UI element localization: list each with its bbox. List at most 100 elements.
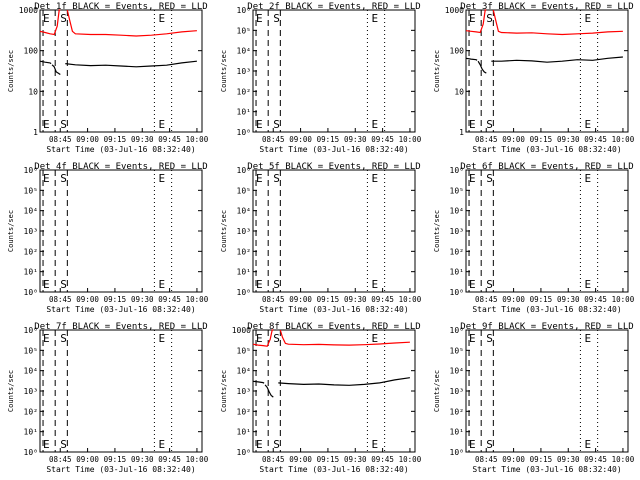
x-tick-label: 10:00 bbox=[186, 295, 209, 304]
x-axis-label: Start Time (03-Jul-16 08:32:40) bbox=[259, 465, 408, 474]
x-tick-label: 10:00 bbox=[612, 295, 635, 304]
marker-label-top: S bbox=[273, 12, 280, 25]
x-tick-label: 09:45 bbox=[584, 455, 607, 464]
series-line-lld bbox=[39, 9, 61, 36]
detector-panel-6: Det 6f BLACK = Events, RED = LLD 10⁰ 10¹ 10… bbox=[433, 162, 635, 314]
x-axis-label: Start Time (03-Jul-16 08:32:40) bbox=[259, 145, 408, 154]
y-tick-label: 10³ bbox=[237, 67, 251, 76]
x-tick-label: 09:30 bbox=[131, 455, 154, 464]
series-line-events bbox=[252, 380, 265, 384]
marker-label-top: S bbox=[486, 332, 493, 345]
marker-label-bottom: S bbox=[273, 118, 280, 131]
x-tick-label: 09:30 bbox=[131, 135, 154, 144]
marker-label-bottom: E bbox=[43, 118, 50, 131]
detector-panel-9: Det 9f BLACK = Events, RED = LLD 10⁰ 10¹ 10… bbox=[433, 322, 635, 474]
x-tick-label: 09:00 bbox=[76, 455, 99, 464]
marker-label-top: E bbox=[371, 12, 378, 25]
x-tick-label: 09:15 bbox=[530, 135, 553, 144]
marker-label-bottom: E bbox=[158, 438, 165, 451]
y-axis-label: Counts/sec bbox=[220, 50, 228, 92]
x-tick-label: 09:00 bbox=[289, 295, 312, 304]
marker-label-top: E bbox=[371, 332, 378, 345]
marker-label-bottom: S bbox=[486, 438, 493, 451]
y-tick-label: 10 bbox=[454, 87, 464, 96]
detector-panel-3: Det 3f BLACK = Events, RED = LLD 1 10 100 10… bbox=[433, 2, 635, 154]
x-tick-label: 09:00 bbox=[502, 455, 525, 464]
chart-title: Det 4f BLACK = Events, RED = LLD bbox=[34, 162, 207, 172]
y-axis-label: Counts/sec bbox=[433, 50, 441, 92]
x-tick-label: 08:45 bbox=[475, 295, 498, 304]
marker-label-top: S bbox=[60, 12, 67, 25]
marker-label-bottom: E bbox=[371, 118, 378, 131]
x-tick-label: 09:45 bbox=[584, 135, 607, 144]
y-axis-label: Counts/sec bbox=[220, 370, 228, 412]
marker-label-top: E bbox=[469, 12, 476, 25]
chart-title: Det 2f BLACK = Events, RED = LLD bbox=[247, 2, 420, 12]
series-line-lld bbox=[279, 329, 410, 346]
marker-label-top: E bbox=[158, 172, 165, 185]
y-tick-label: 10³ bbox=[237, 387, 251, 396]
x-axis-label: Start Time (03-Jul-16 08:32:40) bbox=[472, 305, 621, 314]
x-tick-label: 09:30 bbox=[344, 455, 367, 464]
chart-title: Det 9f BLACK = Events, RED = LLD bbox=[460, 322, 633, 332]
marker-label-bottom: E bbox=[371, 278, 378, 291]
x-tick-label: 09:45 bbox=[158, 135, 181, 144]
x-tick-label: 08:45 bbox=[262, 455, 285, 464]
marker-label-top: E bbox=[43, 172, 50, 185]
y-tick-label: 10² bbox=[237, 407, 251, 416]
detector-panel-4: Det 4f BLACK = Events, RED = LLD 10⁰ 10¹ 10… bbox=[7, 162, 209, 314]
y-tick-label: 10⁴ bbox=[237, 47, 251, 56]
x-tick-label: 09:30 bbox=[557, 455, 580, 464]
chart-title: Det 5f BLACK = Events, RED = LLD bbox=[247, 162, 420, 172]
x-tick-label: 10:00 bbox=[399, 295, 422, 304]
series-line-events bbox=[39, 60, 52, 65]
y-tick-label: 10² bbox=[24, 247, 38, 256]
x-tick-label: 09:15 bbox=[104, 295, 127, 304]
x-tick-label: 08:45 bbox=[49, 135, 72, 144]
y-tick-label: 10⁰ bbox=[237, 288, 251, 297]
series-line-lld bbox=[252, 329, 274, 347]
detector-panel-7: Det 7f BLACK = Events, RED = LLD 10⁰ 10¹ 10… bbox=[7, 322, 209, 474]
x-tick-label: 10:00 bbox=[399, 455, 422, 464]
y-tick-label: 10⁶ bbox=[450, 166, 464, 175]
y-tick-label: 1000 bbox=[232, 326, 251, 335]
x-tick-label: 09:30 bbox=[344, 135, 367, 144]
x-tick-label: 09:30 bbox=[344, 295, 367, 304]
marker-label-top: E bbox=[158, 12, 165, 25]
marker-label-top: S bbox=[273, 172, 280, 185]
x-axis-label: Start Time (03-Jul-16 08:32:40) bbox=[46, 305, 195, 314]
y-tick-label: 10¹ bbox=[24, 428, 38, 437]
y-tick-label: 10⁰ bbox=[450, 288, 464, 297]
marker-label-top: E bbox=[256, 172, 263, 185]
x-tick-label: 09:15 bbox=[104, 135, 127, 144]
series-line-events bbox=[477, 60, 487, 74]
x-tick-label: 09:00 bbox=[502, 135, 525, 144]
y-tick-label: 10⁵ bbox=[450, 346, 464, 355]
marker-label-bottom: E bbox=[256, 438, 263, 451]
plot-frame bbox=[39, 9, 203, 133]
y-tick-label: 10⁵ bbox=[237, 186, 251, 195]
marker-label-top: E bbox=[256, 332, 263, 345]
marker-label-top: E bbox=[43, 12, 50, 25]
marker-label-bottom: E bbox=[469, 438, 476, 451]
y-tick-label: 10⁵ bbox=[237, 346, 251, 355]
y-tick-label: 10⁴ bbox=[450, 207, 464, 216]
x-tick-label: 09:45 bbox=[371, 455, 394, 464]
x-tick-label: 09:30 bbox=[131, 295, 154, 304]
y-tick-label: 10² bbox=[24, 407, 38, 416]
x-tick-label: 09:15 bbox=[317, 455, 340, 464]
x-tick-label: 09:00 bbox=[289, 455, 312, 464]
chart-title: Det 7f BLACK = Events, RED = LLD bbox=[34, 322, 207, 332]
detector-panel-8: Det 8f BLACK = Events, RED = LLD 10⁰ 10¹ 10… bbox=[220, 322, 422, 474]
y-axis-label: Counts/sec bbox=[433, 370, 441, 412]
y-tick-label: 10⁶ bbox=[450, 326, 464, 335]
marker-label-bottom: E bbox=[256, 278, 263, 291]
x-tick-label: 09:45 bbox=[371, 295, 394, 304]
y-tick-label: 10⁴ bbox=[237, 207, 251, 216]
y-tick-label: 10² bbox=[237, 247, 251, 256]
x-axis-label: Start Time (03-Jul-16 08:32:40) bbox=[259, 305, 408, 314]
y-tick-label: 10¹ bbox=[450, 428, 464, 437]
y-tick-label: 10⁴ bbox=[24, 367, 38, 376]
y-tick-label: 10⁰ bbox=[450, 448, 464, 457]
y-tick-label: 10¹ bbox=[237, 108, 251, 117]
